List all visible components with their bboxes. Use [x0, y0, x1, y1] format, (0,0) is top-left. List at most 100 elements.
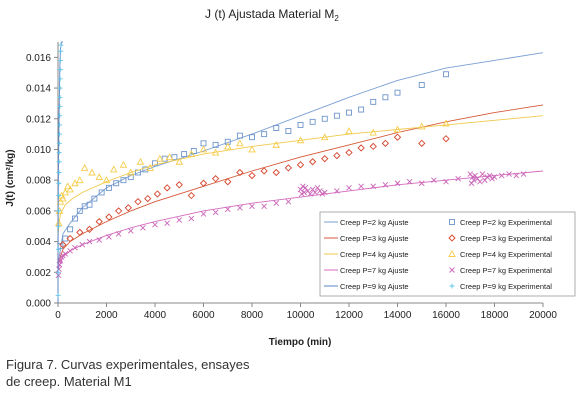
data-point — [57, 76, 63, 82]
y-tick-label: 0.000 — [26, 299, 51, 310]
data-point — [175, 157, 184, 165]
series-line — [57, 52, 544, 265]
y-tick-label: 0.004 — [26, 237, 51, 248]
data-point — [72, 215, 78, 222]
data-point — [261, 131, 268, 138]
data-point — [57, 57, 63, 63]
axes: 0.000 0.002 0.004 0.006 0.008 0.010 0.012 0.014… — [26, 42, 557, 321]
data-point — [55, 223, 61, 229]
data-point — [211, 175, 220, 183]
data-point — [394, 89, 401, 96]
data-point — [55, 269, 61, 275]
caption-line-1: Figura 7. Curvas experimentales, ensayes — [6, 357, 250, 372]
data-point — [506, 171, 512, 177]
data-point — [134, 198, 142, 206]
data-point — [317, 188, 323, 194]
data-point — [358, 183, 364, 190]
data-point — [56, 180, 62, 186]
x-tick-label: 16000 — [432, 310, 460, 321]
data-point — [152, 221, 158, 228]
legend-swatch — [449, 219, 455, 225]
legend-label: Creep P=4 kg Experimental — [460, 250, 552, 259]
data-point — [224, 206, 231, 213]
y-tick-label: 0.006 — [26, 206, 51, 217]
data-point — [181, 151, 188, 158]
x-tick-label: 18000 — [481, 310, 509, 321]
data-point — [62, 251, 69, 257]
data-point — [91, 195, 98, 202]
data-point — [304, 188, 311, 194]
x-tick-label: 14000 — [384, 310, 412, 321]
data-point — [224, 178, 232, 186]
data-point — [56, 170, 62, 175]
data-point — [249, 134, 255, 141]
data-point — [236, 139, 244, 147]
legend: Creep P=2 kg Ajuste Creep P=3 kg Ajuste Cr… — [319, 211, 576, 297]
data-point — [468, 180, 475, 187]
data-point — [57, 67, 63, 73]
data-point — [285, 198, 292, 205]
data-point — [237, 204, 243, 211]
data-point — [260, 167, 268, 175]
data-point — [59, 241, 67, 249]
data-point — [498, 172, 505, 179]
data-point — [248, 171, 256, 180]
chart-title-main: J (t) Ajustada Material M — [205, 7, 334, 21]
data-point — [152, 160, 158, 167]
data-point — [163, 184, 171, 192]
data-point — [58, 42, 64, 48]
data-point — [55, 292, 61, 298]
legend-label: Creep P=2 kg Experimental — [460, 218, 552, 227]
data-point — [79, 241, 86, 248]
data-point — [431, 177, 437, 183]
data-point — [273, 200, 280, 207]
legend-label: Creep P=9 kg Ajuste — [340, 282, 409, 291]
series-0 — [57, 52, 544, 265]
data-point — [320, 133, 329, 141]
data-point — [105, 184, 112, 191]
data-point — [370, 98, 377, 105]
series-5 — [54, 119, 450, 227]
data-point — [418, 82, 425, 88]
data-point — [115, 231, 122, 237]
data-point — [56, 266, 62, 273]
data-point — [95, 173, 103, 181]
data-point — [382, 181, 389, 188]
x-tick-label: 8000 — [241, 310, 264, 321]
data-point — [175, 181, 183, 189]
data-point — [66, 185, 74, 193]
data-point — [285, 128, 292, 134]
data-point — [212, 209, 219, 216]
data-point — [102, 176, 111, 184]
data-point — [86, 201, 93, 208]
data-point — [472, 172, 478, 179]
data-point — [321, 155, 329, 163]
data-point — [106, 234, 112, 240]
legend-swatch — [449, 267, 455, 273]
data-point — [273, 125, 280, 131]
data-point — [110, 165, 118, 173]
data-point — [321, 115, 328, 122]
x-tick-label: 6000 — [192, 310, 215, 321]
data-point — [113, 180, 120, 187]
data-point — [57, 122, 63, 128]
legend-swatch — [448, 250, 456, 257]
legend-label: Creep P=2 kg Ajuste — [340, 218, 409, 227]
data-point — [370, 183, 377, 190]
data-point — [140, 224, 146, 231]
data-point — [369, 128, 378, 136]
data-point — [481, 177, 488, 183]
series-7 — [55, 171, 527, 279]
data-point — [119, 160, 128, 168]
data-point — [513, 172, 520, 179]
data-point — [382, 94, 389, 101]
data-point — [127, 228, 134, 234]
data-point — [114, 207, 123, 215]
data-point — [171, 154, 178, 161]
data-point — [345, 127, 353, 134]
legend-swatch — [449, 283, 455, 289]
figure-caption: Figura 7. Curvas experimentales, ensayes… — [6, 356, 306, 390]
data-point — [56, 159, 62, 165]
y-tick-label: 0.008 — [26, 176, 51, 187]
data-point — [199, 145, 208, 153]
